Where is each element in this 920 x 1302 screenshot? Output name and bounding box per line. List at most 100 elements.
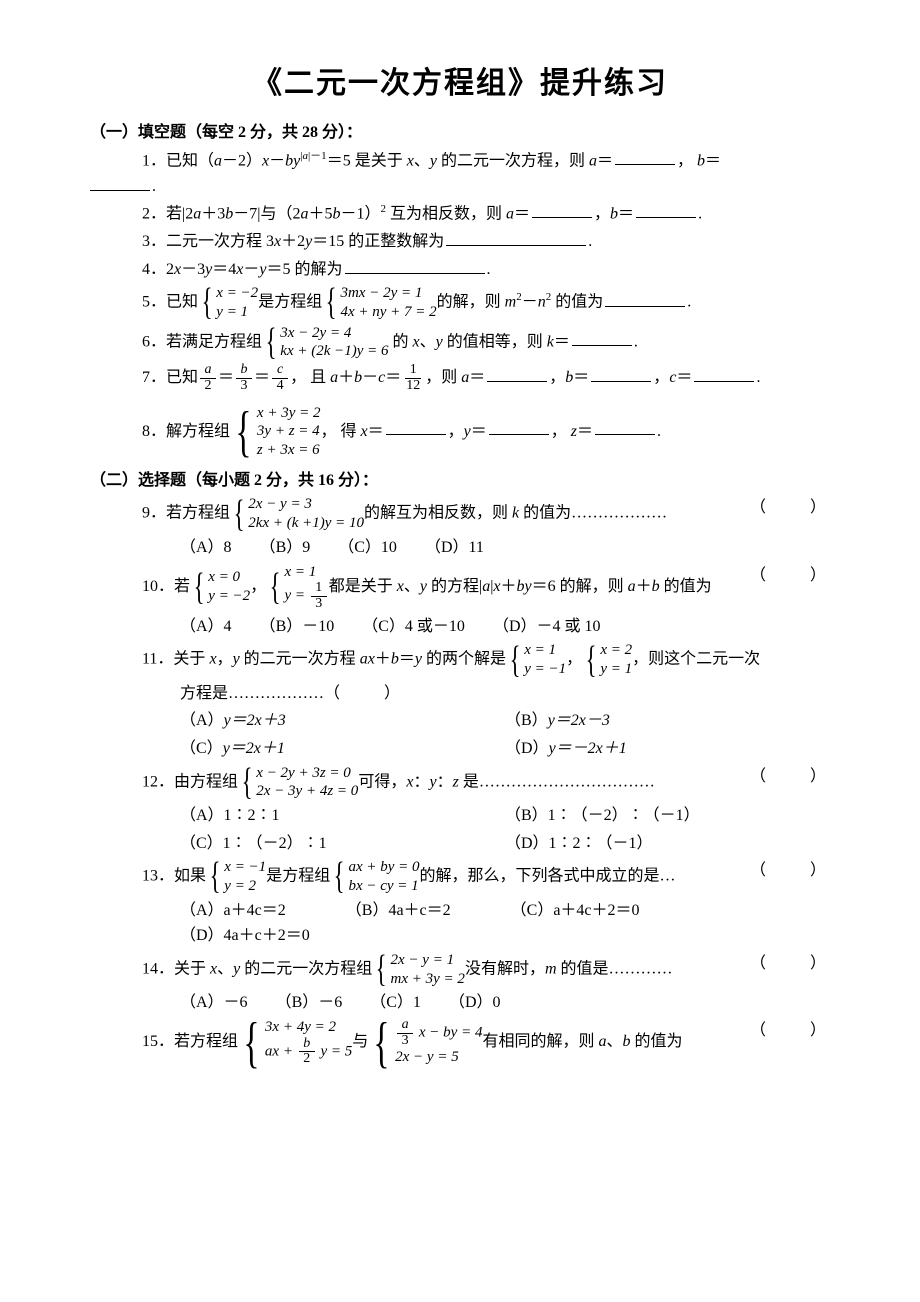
q11-b: b [391, 651, 399, 668]
q5: 5．已知{x = −2y = 1是方程组{3mx − 2y = 14x + ny… [90, 284, 830, 322]
q11-t: ＝ [399, 651, 415, 668]
brace: {x = 2y = 1 [582, 641, 632, 679]
blank [572, 329, 632, 346]
q10-b2: b [652, 578, 660, 595]
opt-c: （C）1∶（－2）∶1 [180, 831, 505, 857]
q2-t: . [698, 205, 702, 222]
q1-b: b [285, 152, 293, 169]
q13-t: 如果 [174, 868, 206, 885]
fd: 2 [300, 1052, 313, 1067]
q8-l3: z + 3x = 6 [257, 442, 320, 458]
q12-t: 是 [459, 773, 479, 790]
q5-t: 的值为 [551, 294, 603, 311]
q5-l3: 3mx − 2y = 1 [340, 285, 422, 301]
q6-k: k [547, 333, 554, 350]
fd: 3 [399, 1034, 412, 1049]
answer-paren: （ ） [750, 951, 830, 977]
q7-a: a [330, 369, 338, 386]
brace: {3x − 2y = 4kx + (2k −1)y = 6 [262, 324, 389, 362]
answer-paren: （ ） [324, 685, 404, 702]
q15-t: 的值为 [630, 1033, 682, 1050]
q10-t: 的值为 [660, 578, 712, 595]
opt-b: （B）－10 [260, 618, 335, 635]
opt-b: y＝2x－3 [548, 712, 610, 729]
q5-num: 5． [142, 294, 166, 311]
q9-options: （A）8（B）9（C）10（D）11 [90, 535, 830, 561]
q1-bv: b [697, 152, 705, 169]
q11-l3: x = 2 [600, 642, 632, 658]
opt-d-pre: （D） [505, 740, 549, 757]
q4-num: 4． [142, 261, 166, 278]
q7-t: ＝ [573, 369, 589, 386]
q11-y2: y [415, 651, 422, 668]
brace: {3x + 4y = 2ax + b2 y = 5 [238, 1018, 352, 1067]
q7-t: ＋ [338, 369, 354, 386]
fn: b [303, 1036, 310, 1051]
q7-t: ， 且 [290, 369, 330, 386]
q6-t: ＝ [554, 333, 570, 350]
q1-av: a [589, 152, 597, 169]
q7-num: 7． [142, 369, 166, 386]
q13-num: 13． [142, 868, 174, 885]
frac: b2 [299, 1037, 315, 1067]
q8-x: x [361, 422, 368, 439]
q5-t: 是方程组 [258, 294, 322, 311]
q2: 2．若|2a＋3b－7|与（2a＋5b－1）2 互为相反数，则 a＝，b＝. [90, 201, 830, 227]
q11-t: ，则这个二元一次 [632, 651, 760, 668]
q5-t: 的解，则 [437, 294, 505, 311]
q11-t: ， [566, 651, 582, 668]
q2-t: ＝ [514, 205, 530, 222]
blank [386, 418, 446, 435]
q5-t: 已知 [166, 294, 198, 311]
q4-y2: y [259, 261, 266, 278]
q12-num: 12． [142, 773, 174, 790]
q8-y: y [464, 422, 471, 439]
q1-t: －2） [222, 152, 262, 169]
q10-t: 都是关于 [329, 578, 397, 595]
fn: a [402, 1017, 409, 1032]
q4-t: . [487, 261, 491, 278]
q11-l1: x = 1 [524, 642, 556, 658]
q14-l1: 2x − y = 1 [391, 952, 455, 968]
brace: {2x − y = 32kx + (k +1)y = 10 [230, 495, 364, 533]
q13-l3: ax + by = 0 [348, 859, 419, 875]
q8-t: 解方程组 [166, 422, 230, 439]
dots: …………………………… [479, 773, 655, 790]
q6: 6．若满足方程组{3x − 2y = 4kx + (2k −1)y = 6 的 … [90, 324, 830, 362]
q9: 9．若方程组{2x − y = 32kx + (k +1)y = 10的解互为相… [90, 495, 830, 533]
q6-t: 若满足方程组 [166, 333, 262, 350]
q11-l2: y = −1 [524, 661, 566, 677]
q10-l1: x = 0 [208, 569, 240, 585]
frac: 13 [311, 581, 327, 611]
q14-t: 的二元一次方程组 [240, 960, 372, 977]
q5-t: . [687, 294, 691, 311]
q15-t: 与 [352, 1033, 368, 1050]
brace: {3mx − 2y = 14x + ny + 7 = 2 [322, 284, 436, 322]
blank [694, 365, 754, 382]
q9-num: 9． [142, 505, 166, 522]
opt-c-pre: （C） [180, 740, 223, 757]
q7-t: ＝ [218, 369, 234, 386]
fn: c [277, 362, 283, 377]
q10-options: （A）4（B）－10（C）4 或－10（D）－4 或 10 [90, 614, 830, 640]
opt-d-text: （D）4a＋c＋2＝0 [180, 927, 310, 944]
q4-t: ＝4 [212, 261, 236, 278]
q1-exp-c: |－1 [308, 150, 327, 162]
section1-head: （一）填空题（每空 2 分，共 28 分）： [90, 120, 830, 146]
q12-l1: x − 2y + 3z = 0 [256, 765, 351, 781]
q10-t: 的方程| [427, 578, 482, 595]
q15-l4: 2x − y = 5 [395, 1049, 459, 1065]
q1-exp: |a|－1 [300, 150, 326, 162]
q7-t: . [756, 369, 760, 386]
q11-x2: x [368, 651, 375, 668]
q2-t: ＋5 [308, 205, 332, 222]
blank [532, 201, 592, 218]
dots: ………… [609, 960, 673, 977]
q12-t: ： [437, 773, 453, 790]
q11-t: ， [217, 651, 233, 668]
q7-t: ，则 [425, 369, 461, 386]
opt-c: y＝2x＋1 [223, 740, 285, 757]
blank [605, 290, 685, 307]
q10-a2: a [628, 578, 636, 595]
q1-t: ＝ [597, 152, 613, 169]
